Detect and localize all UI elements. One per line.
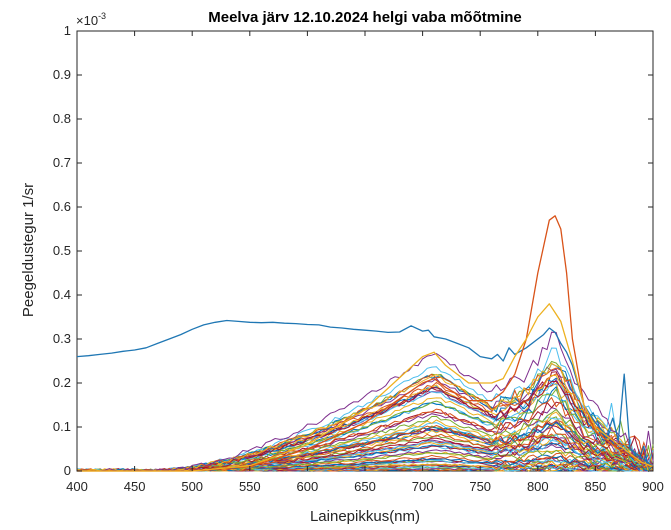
- y-axis-label: Peegeldustegur 1/sr: [20, 183, 37, 317]
- highlighted-spectrum-line-3: [77, 303, 654, 472]
- y-tick-label: 0.6: [53, 199, 71, 214]
- y-exponent-base: ×10: [76, 13, 98, 28]
- spectrum-line: [76, 347, 654, 472]
- x-tick-label: 400: [66, 479, 88, 494]
- y-tick-label: 0.5: [53, 243, 71, 258]
- x-tick-label: 550: [239, 479, 261, 494]
- x-tick-label: 800: [527, 479, 549, 494]
- x-tick-label: 450: [124, 479, 146, 494]
- x-tick-label: 650: [354, 479, 376, 494]
- x-tick-label: 900: [642, 479, 664, 494]
- y-tick-label: 0.7: [53, 155, 71, 170]
- x-tick-label: 600: [297, 479, 319, 494]
- x-tick-label: 700: [412, 479, 434, 494]
- x-tick-label: 500: [181, 479, 203, 494]
- tick-layer: 400 450 500 550 600 650 700 750 800 850 900 0 0.1 0.2…: [53, 23, 664, 494]
- y-tick-label: 0: [64, 463, 71, 478]
- y-tick-label: 0.4: [53, 287, 71, 302]
- y-tick-label: 0.9: [53, 67, 71, 82]
- y-exponent-label: ×10-3: [76, 11, 106, 28]
- y-tick-label: 0.2: [53, 375, 71, 390]
- x-tick-label: 850: [585, 479, 607, 494]
- x-tick-label: 750: [469, 479, 491, 494]
- spectrum-line: [76, 362, 654, 472]
- x-axis-label: Lainepikkus(nm): [310, 508, 420, 525]
- y-exponent-power: -3: [98, 11, 106, 21]
- highlighted-spectrum-line-1: [76, 319, 654, 468]
- y-tick-label: 0.8: [53, 111, 71, 126]
- y-tick-label: 0.1: [53, 419, 71, 434]
- chart-title: Meelva järv 12.10.2024 helgi vaba mõõtmi…: [208, 9, 522, 26]
- y-tick-label: 0.3: [53, 331, 71, 346]
- y-tick-label: 1: [64, 23, 71, 38]
